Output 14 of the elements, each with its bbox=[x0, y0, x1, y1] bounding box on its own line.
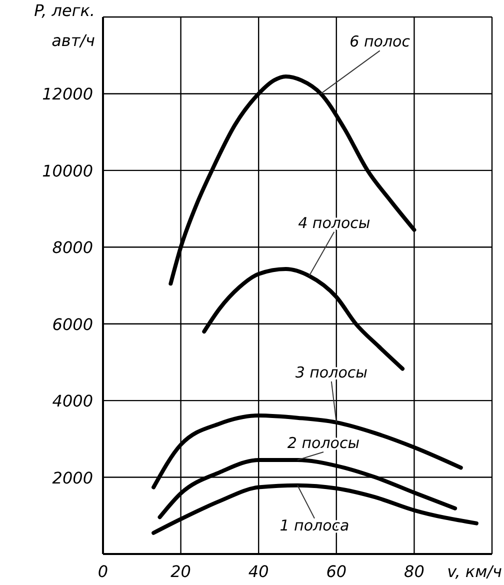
y-tick-label: 4000 bbox=[52, 392, 93, 411]
y-tick-label: 8000 bbox=[52, 238, 93, 258]
y-axis-title: P, легк. авт/ч bbox=[34, 1, 95, 50]
x-tick-label: 0 bbox=[98, 562, 108, 581]
y-tick-label: 12000 bbox=[42, 84, 93, 104]
x-tick-label: 80 bbox=[404, 562, 424, 581]
y-tick-label: 6000 bbox=[52, 314, 93, 334]
y-tick-label: 2000 bbox=[52, 468, 93, 488]
x-axis-title: v, км/ч bbox=[447, 562, 502, 581]
x-tick-label: 40 bbox=[248, 562, 269, 581]
x-tick-label: 60 bbox=[326, 562, 347, 581]
text: 6 полос bbox=[350, 32, 411, 51]
x-tick-label: 20 bbox=[170, 562, 191, 581]
y-tick-label: 10000 bbox=[42, 161, 93, 180]
